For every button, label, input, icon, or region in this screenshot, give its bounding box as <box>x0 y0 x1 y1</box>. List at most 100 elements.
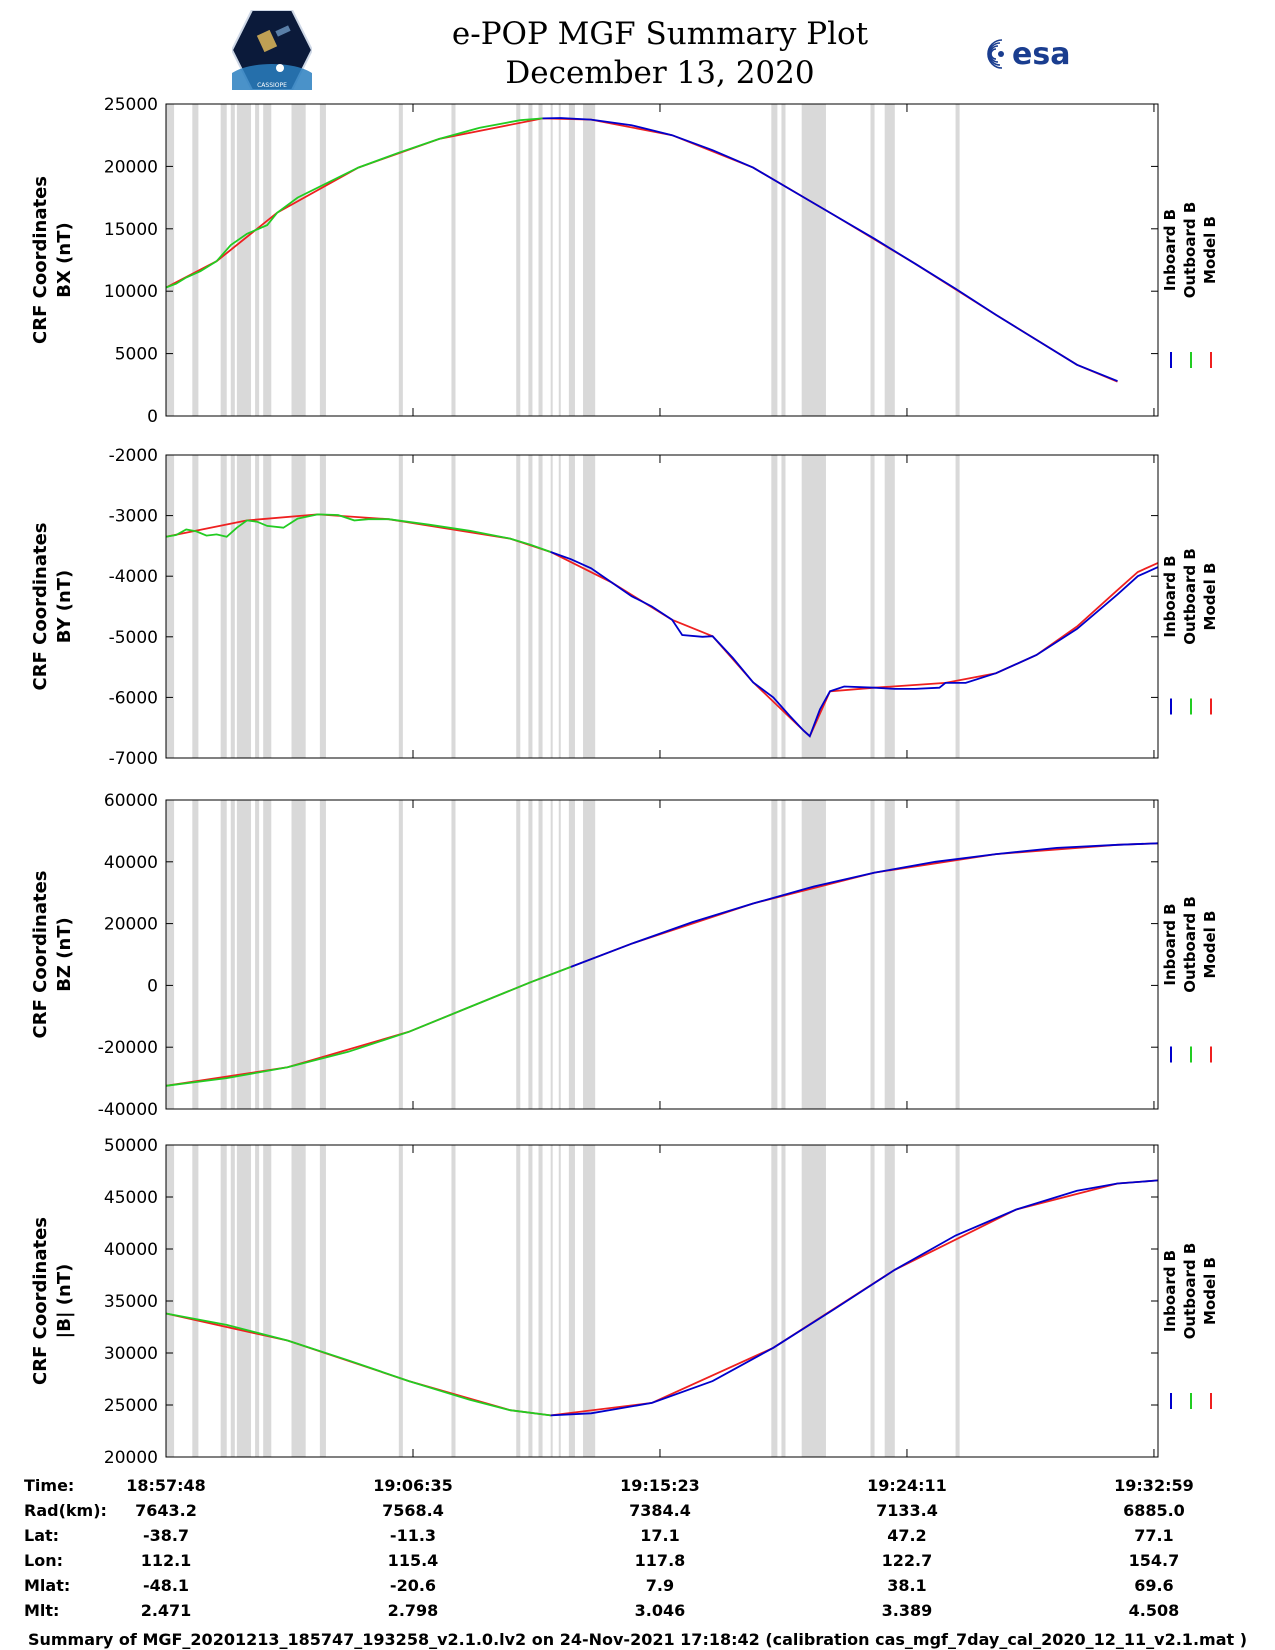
data-gap-band <box>771 1145 778 1457</box>
plot-title: e-POP MGF Summary Plot <box>451 16 869 52</box>
y-tick-label: -20000 <box>98 1038 158 1058</box>
y-axis-label-line: BZ (nT) <box>54 917 75 992</box>
data-gap-band <box>583 104 596 416</box>
ephemeris-lon-value: 154.7 <box>1128 1551 1180 1570</box>
data-gap-band <box>583 800 596 1109</box>
ephemeris-mlt-value: 3.046 <box>634 1601 686 1620</box>
series-line-outboard-b <box>165 117 543 289</box>
legend-entry-model-b: Model B <box>1201 216 1219 284</box>
ephemeris-time-value: 18:57:48 <box>126 1476 206 1495</box>
y-axis-label: CRF Coordinates BZ (nT) <box>30 871 75 1039</box>
data-gap-band <box>538 800 543 1109</box>
mission-logo-text: CASSIOPE <box>257 82 287 89</box>
data-gap-band <box>319 455 326 758</box>
data-gap-band <box>884 455 895 758</box>
cassiope-mission-logo: CASSIOPE <box>232 10 312 90</box>
y-tick-label: 35000 <box>104 1292 158 1312</box>
series-line-model-b <box>165 842 1159 1087</box>
y-tick-label: 40000 <box>104 853 158 873</box>
data-gap-band <box>230 104 235 416</box>
y-axis-label-line: BY (nT) <box>54 570 75 644</box>
ephemeris-lat-value: 17.1 <box>640 1526 680 1545</box>
data-gap-band <box>192 455 199 758</box>
data-gap-band <box>236 1145 252 1457</box>
y-tick-label: 0 <box>147 976 158 996</box>
ephemeris-mlt-value: 4.508 <box>1128 1601 1180 1620</box>
data-gap-band <box>291 455 306 758</box>
y-tick-label: 20000 <box>104 1448 158 1468</box>
series-line-model-b <box>165 1179 1159 1417</box>
y-tick-label: 15000 <box>104 220 158 240</box>
legend-entry-outboard-b: Outboard B <box>1181 896 1199 993</box>
data-gap-band <box>220 1145 227 1457</box>
y-tick-label: 5000 <box>115 345 158 365</box>
data-gap-band <box>319 1145 326 1457</box>
legend-entry-inboard-b: Inboard B <box>1161 209 1179 291</box>
y-axis-label: CRF Coordinates |B| (nT) <box>30 1217 75 1385</box>
data-gap-band <box>192 1145 199 1457</box>
data-gap-band <box>550 104 553 416</box>
legend-entry-inboard-b: Inboard B <box>1161 1250 1179 1332</box>
y-axis-label-line: |B| (nT) <box>54 1264 75 1339</box>
ephemeris-rad-value: 7643.2 <box>135 1501 197 1520</box>
ephemeris-mlt-value: 3.389 <box>881 1601 933 1620</box>
y-tick-label: 10000 <box>104 282 158 302</box>
plot-frame <box>165 103 1159 417</box>
plot-frame <box>165 799 1159 1110</box>
data-gap-band <box>398 104 403 416</box>
legend-entry-model-b: Model B <box>1201 1257 1219 1325</box>
data-gap-band <box>516 1145 521 1457</box>
ephemeris-lat-value: 47.2 <box>887 1526 927 1545</box>
data-gap-band <box>550 800 553 1109</box>
panel-by: -7000 -6000 -5000 -4000 -3000 -2000 CRF Coordi… <box>30 446 1219 769</box>
plot-date: December 13, 2020 <box>505 55 815 91</box>
legend-entry-outboard-b: Outboard B <box>1181 1243 1199 1340</box>
ephemeris-rad-value: 6885.0 <box>1123 1501 1185 1520</box>
y-tick-label: 60000 <box>104 791 158 811</box>
data-gap-band <box>781 104 786 416</box>
y-tick-label: -3000 <box>109 507 158 527</box>
y-tick-label: -7000 <box>109 749 158 769</box>
series-line-model-b <box>165 513 1159 738</box>
panel-btot: 20000 25000 30000 35000 40000 45000 50000 CRF C… <box>30 1136 1219 1468</box>
data-gap-band <box>583 455 596 758</box>
summary-footer: Summary of MGF_20201213_185747_193258_v2… <box>27 1630 1248 1649</box>
data-gap-band <box>884 800 895 1109</box>
data-gap-band <box>538 455 543 758</box>
data-gap-band <box>955 1145 960 1457</box>
y-axis-label: CRF Coordinates BY (nT) <box>30 523 75 691</box>
data-gap-band <box>255 800 260 1109</box>
ephemeris-lon-value: 122.7 <box>881 1551 933 1570</box>
data-gap-band <box>801 1145 826 1457</box>
data-gap-band <box>166 104 175 416</box>
data-gap-band <box>263 800 272 1109</box>
data-gap-band <box>771 455 778 758</box>
ephemeris-lat-value: -38.7 <box>142 1526 190 1545</box>
esa-logo-text: esa <box>1012 37 1070 72</box>
data-gap-band <box>398 455 403 758</box>
data-gap-band <box>870 455 875 758</box>
data-gap-band <box>558 800 561 1109</box>
data-gap-band <box>801 455 826 758</box>
data-gap-band <box>955 104 960 416</box>
series-line-inboard-b <box>542 117 1118 382</box>
data-gap-band <box>236 455 252 758</box>
data-gap-band <box>263 455 272 758</box>
data-gap-band <box>781 1145 786 1457</box>
ephemeris-time-value: 19:32:59 <box>1114 1476 1194 1495</box>
data-gap-band <box>771 104 778 416</box>
y-axis-label-line: CRF Coordinates <box>30 871 51 1039</box>
legend-entry-outboard-b: Outboard B <box>1181 202 1199 299</box>
y-tick-label: -6000 <box>109 688 158 708</box>
data-gap-band <box>568 104 575 416</box>
series-line-outboard-b <box>165 513 552 553</box>
y-tick-label: -40000 <box>98 1100 158 1120</box>
y-tick-label: 0 <box>147 407 158 427</box>
legend-entry-outboard-b: Outboard B <box>1181 548 1199 645</box>
data-gap-band <box>558 1145 561 1457</box>
data-gap-band <box>528 1145 533 1457</box>
data-gap-band <box>528 104 533 416</box>
series-line-inboard-b <box>550 1179 1159 1417</box>
ephemeris-rad-value: 7568.4 <box>382 1501 444 1520</box>
